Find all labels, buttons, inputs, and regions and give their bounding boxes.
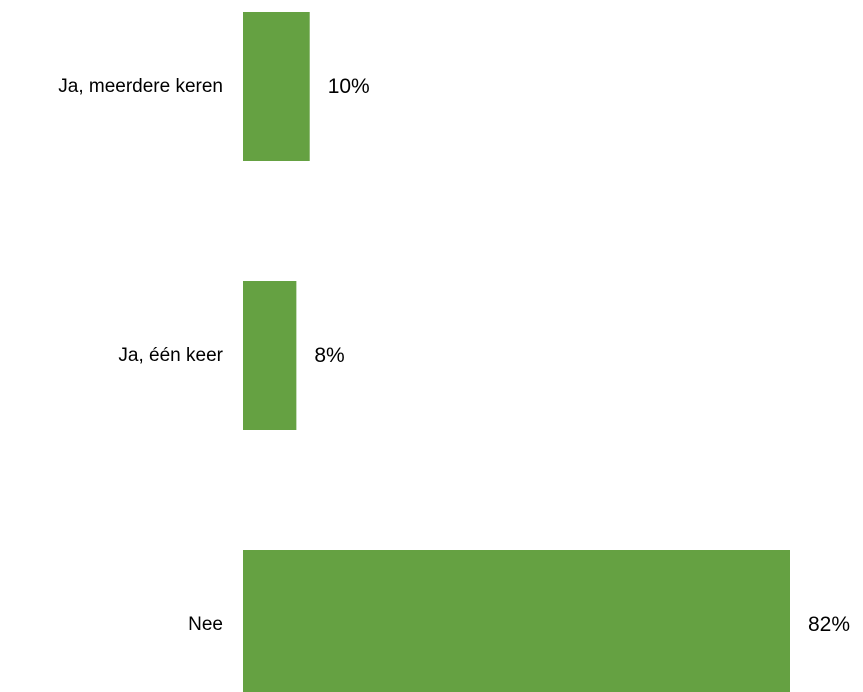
- bar-1: [243, 281, 297, 430]
- value-label-0: 10%: [328, 75, 370, 98]
- category-label-0: Ja, meerdere keren: [58, 76, 223, 97]
- value-label-2: 82%: [808, 613, 850, 636]
- category-label-2: Nee: [188, 614, 223, 635]
- value-labels-group: 10% 8% 82%: [314, 75, 850, 636]
- bar-0: [243, 12, 310, 161]
- bar-2: [243, 550, 790, 692]
- category-label-1: Ja, één keer: [118, 345, 223, 366]
- bars-group: [243, 12, 790, 692]
- category-labels-group: Ja, meerdere keren Ja, één keer Nee: [58, 76, 223, 635]
- value-label-1: 8%: [314, 344, 344, 367]
